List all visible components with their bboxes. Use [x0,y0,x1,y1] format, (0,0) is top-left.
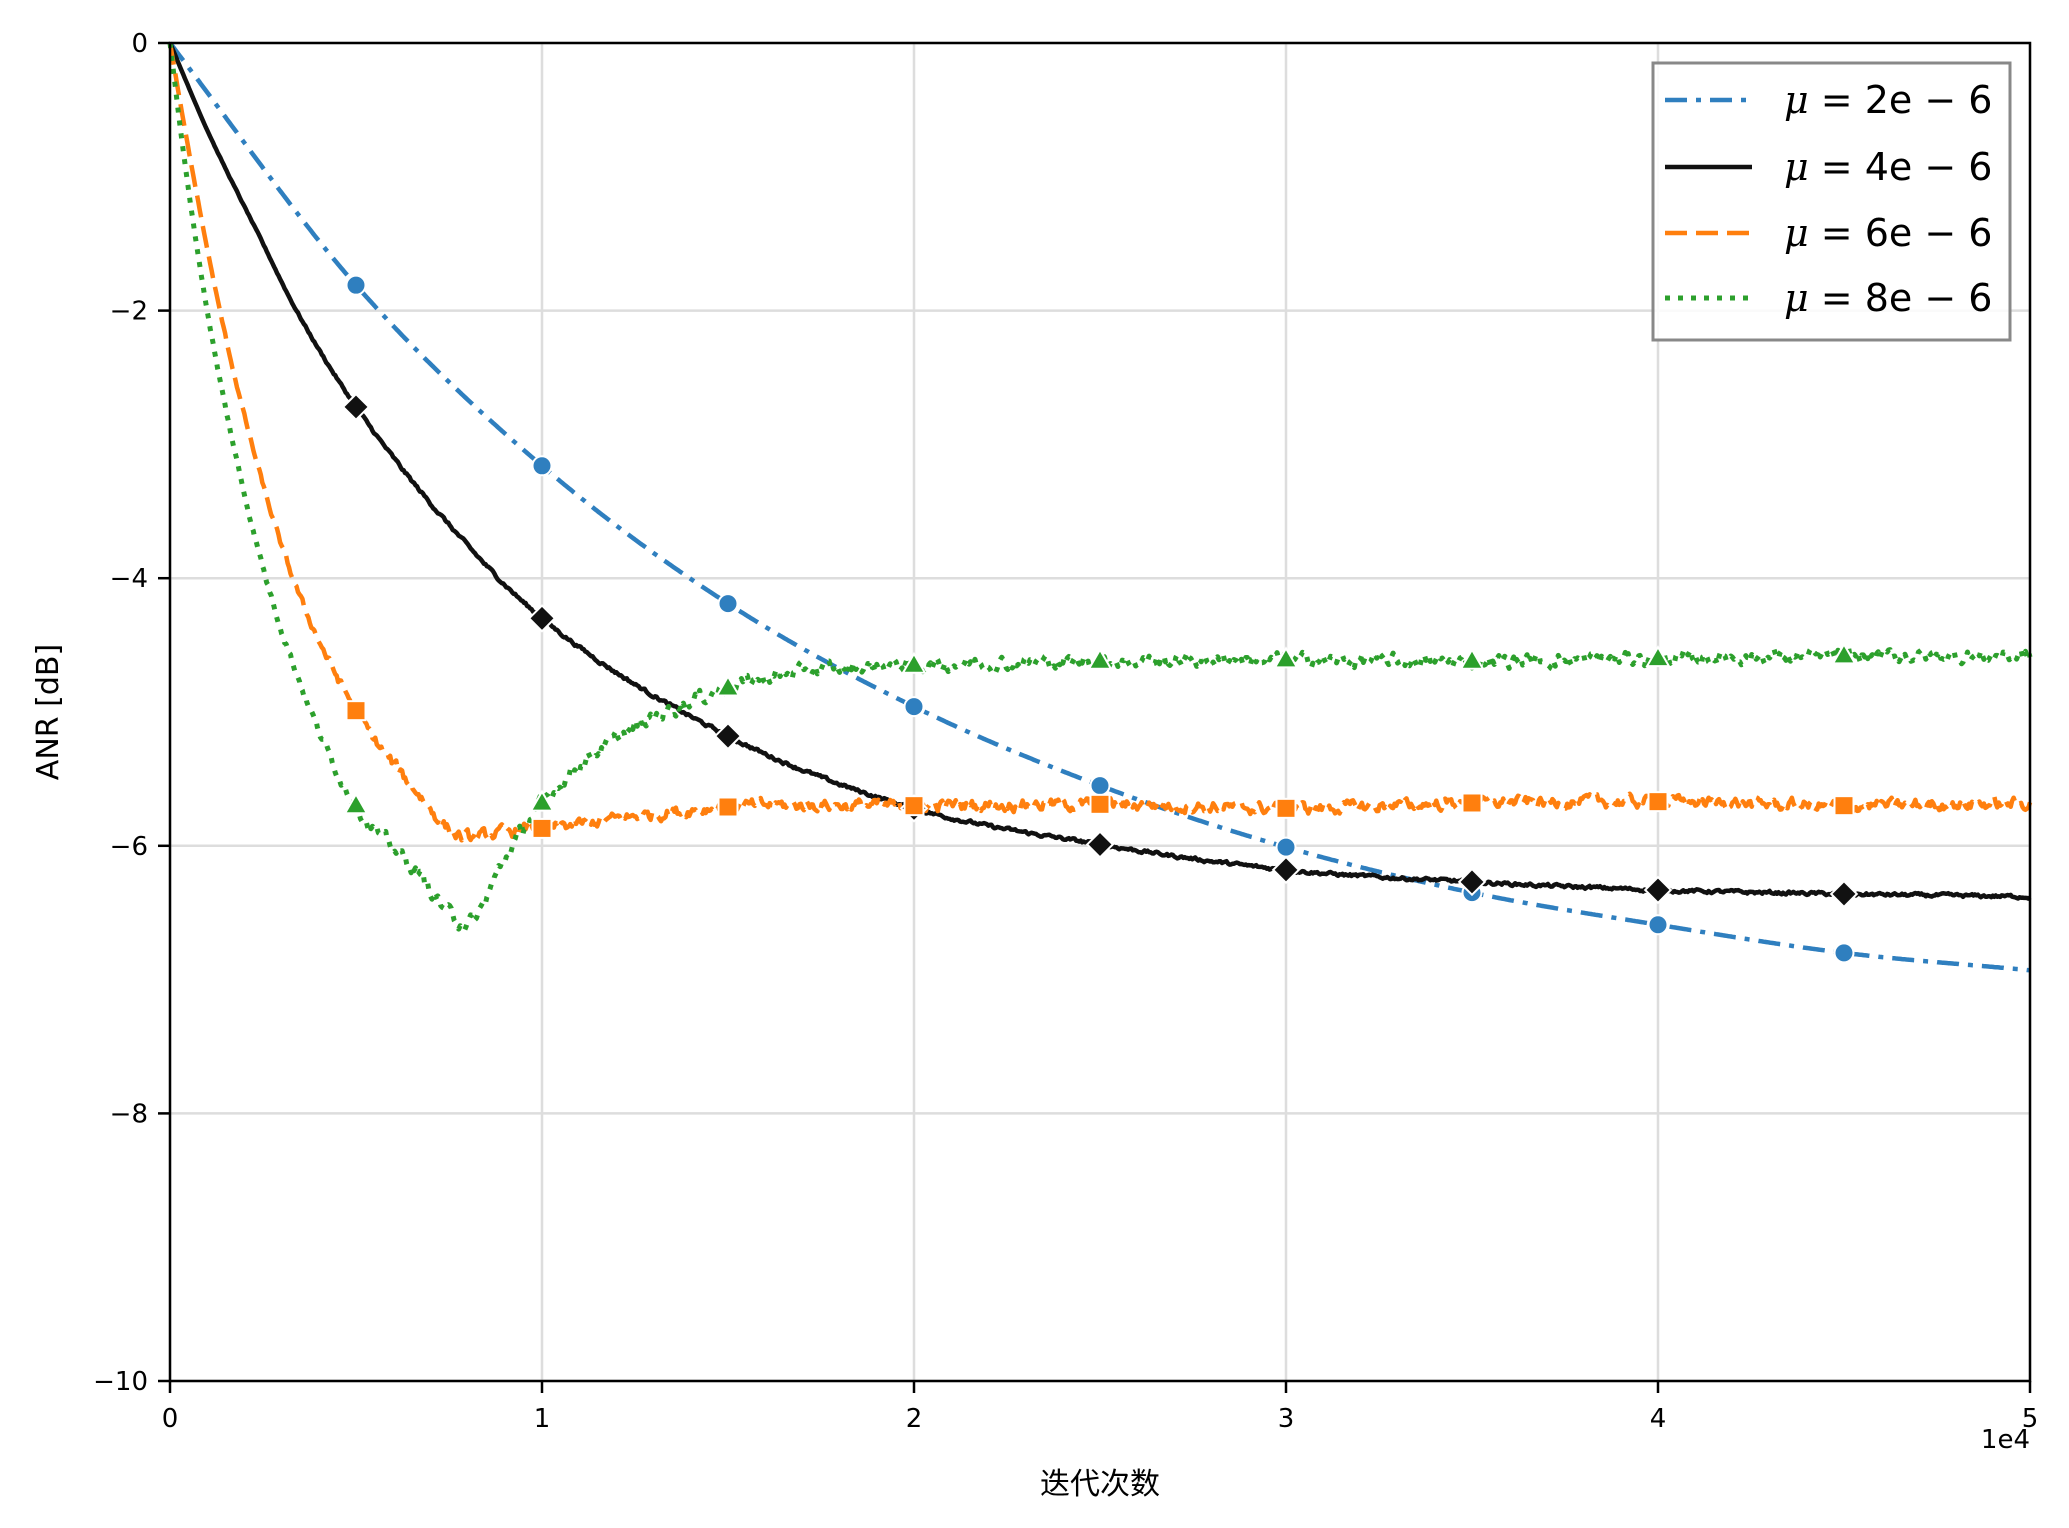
series-line-4 [167,42,2033,933]
triangle-marker [715,674,741,697]
legend-mu-symbol: μ [1784,145,1809,189]
triangle-marker [901,651,927,674]
y-tick-label: −6 [110,832,148,862]
legend: μ = 2e − 6μ = 4e − 6μ = 6e − 6μ = 8e − 6 [1651,61,2012,342]
circle-marker [903,696,925,718]
y-tick-label: −4 [110,564,148,594]
diamond-marker [1643,875,1673,905]
square-marker [1833,795,1855,817]
square-marker [903,795,925,817]
series-line-1 [168,41,2031,973]
square-marker [1275,797,1297,819]
diamond-marker [1085,830,1115,859]
diamond-marker [1457,867,1487,897]
legend-mu-symbol: μ [1784,276,1809,320]
x-tick-label: 0 [162,1404,179,1434]
square-marker [1461,792,1483,814]
diamond-marker [341,392,371,422]
diamond-marker [527,604,557,633]
triangle-marker [1831,642,1857,665]
square-marker [1647,791,1669,813]
x-tick-label: 1 [534,1404,551,1434]
circle-marker [345,274,367,296]
legend-mu-symbol: μ [1784,78,1809,122]
y-tick-label: −2 [110,297,148,327]
legend-value: = 4e − 6 [1809,145,1993,189]
square-marker [531,817,553,839]
x-tick-label: 5 [2022,1404,2039,1434]
diamond-marker [1271,855,1301,885]
y-tick-label: −8 [110,1099,148,1129]
data-series [167,41,2033,973]
legend-label: μ = 6e − 6 [1784,211,1992,255]
circle-marker [717,593,739,615]
legend-label: μ = 2e − 6 [1784,78,1992,122]
square-marker [717,796,739,818]
circle-marker [1275,836,1297,858]
legend-label: μ = 4e − 6 [1784,145,1992,189]
diamond-marker [1829,879,1859,909]
legend-label: μ = 8e − 6 [1784,276,1992,320]
plot-frame [168,41,2032,1383]
x-tick-label: 2 [906,1404,923,1434]
triangle-marker [1645,645,1671,668]
square-marker [345,700,367,722]
axis-ticks: 0 1 2 3 4 5 0 −2 −4 −6 −8 −10 [93,29,2038,1434]
y-tick-label: −10 [93,1367,148,1397]
circle-marker [1833,942,1855,964]
triangle-marker [343,792,369,815]
x-axis-label: 迭代次数 [1040,1467,1160,1502]
legend-value: = 8e − 6 [1809,276,1993,320]
diamond-marker [713,721,743,751]
triangle-marker [1459,647,1485,670]
circle-marker [1089,775,1111,797]
legend-box [1651,61,2012,342]
legend-value: = 6e − 6 [1809,211,1993,255]
triangle-marker [529,789,555,812]
x-tick-label: 4 [1650,1404,1667,1434]
y-axis-label: ANR [dB] [31,644,66,780]
triangle-marker [1087,647,1113,670]
x-tick-label: 3 [1278,1404,1295,1434]
square-marker [1089,793,1111,815]
triangle-marker [1273,646,1299,669]
circle-marker [531,455,553,477]
legend-value: = 2e − 6 [1809,78,1993,122]
y-tick-label: 0 [131,29,148,59]
legend-mu-symbol: μ [1784,211,1809,255]
x-axis-offset-label: 1e4 [1981,1425,2030,1455]
circle-marker [1647,914,1669,936]
